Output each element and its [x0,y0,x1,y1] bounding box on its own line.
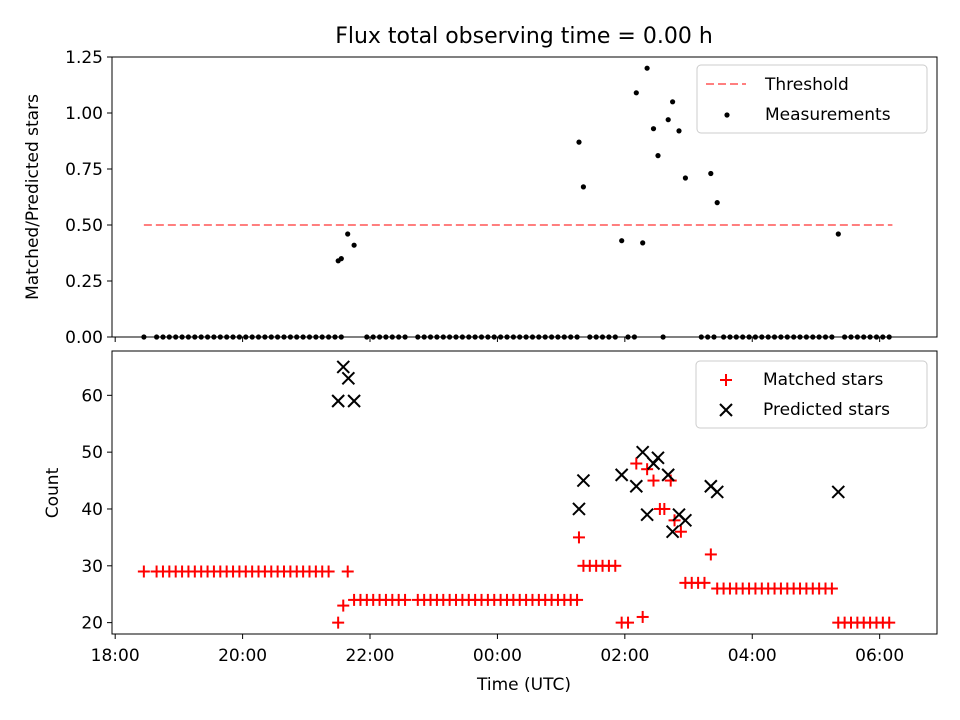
measurement-point [576,139,582,145]
top-axes-frame [111,56,938,338]
bottom-x-tick-label: 18:00 [91,646,140,666]
top-legend: Threshold Measurements [696,64,928,134]
matched-star-marker [609,559,622,572]
predicted-star-marker [640,507,654,522]
bottom-y-ticks: 20 30 40 50 60 [81,386,112,634]
figure-title: Flux total observing time = 0.00 h [335,24,713,49]
measurement-point [619,238,625,244]
matched-star-marker [825,582,838,595]
measurement-point [338,256,344,262]
predicted-star-marker [661,468,675,482]
top-legend-box [696,64,928,134]
legend-threshold-label: Threshold [764,75,849,95]
measurement-point [633,90,639,96]
matched-star-marker [332,616,345,629]
bottom-legend: Matched stars Predicted stars [695,360,928,429]
measurement-point [714,200,720,206]
measurement-point [345,231,351,237]
bottom-x-ticks: 18:00 20:00 22:00 00:00 02:00 04:00 06:00 [91,634,904,666]
predicted-star-marker [710,485,724,499]
top-panel: 0.00 0.25 0.50 0.75 1.00 1.25 Matched/Predict… [23,48,938,348]
legend-predicted-swatch [719,403,733,417]
matched-star-marker [636,610,649,623]
top-y-axis-label: Matched/Predicted stars [23,94,43,300]
predicted-star-marker [341,371,356,385]
measurement-point [650,126,657,132]
measurement-point [580,184,587,190]
predicted-star-marker [651,451,665,465]
measurement-point [655,153,661,159]
matched-star-marker [322,565,335,578]
legend-measurements-label: Measurements [765,105,891,125]
top-y-tick-label: 1.00 [65,104,103,124]
bottom-plot-marks [137,360,896,629]
top-y-ticks: 0.00 0.25 0.50 0.75 1.00 1.25 [65,48,112,348]
measurement-point [682,175,689,181]
bottom-x-axis-label: Time (UTC) [476,675,571,695]
predicted-star-marker [347,394,361,408]
matched-star-marker [658,502,671,515]
bottom-panel: 20 30 40 50 60 18:00 20:00 22:00 00:00 02:00 04:0… [43,350,938,695]
top-y-tick-label: 0.75 [65,160,103,180]
legend-matched-label: Matched stars [763,370,883,390]
measurement-point [640,240,646,246]
measurement-point [676,128,682,134]
top-x-ticks [114,337,881,342]
bottom-y-tick-label: 30 [81,557,103,577]
bottom-y-tick-label: 40 [81,500,103,520]
matched-star-marker [647,474,660,487]
measurement-point [351,242,357,248]
top-y-tick-label: 0.25 [65,272,103,292]
predicted-star-marker [576,473,591,488]
top-y-tick-label: 1.25 [65,48,103,68]
predicted-star-marker [572,502,586,516]
predicted-star-marker [614,468,629,482]
legend-measurements-swatch [724,112,730,118]
measurement-point [708,170,714,177]
predicted-star-marker [331,394,345,408]
top-y-tick-label: 0.00 [65,328,103,348]
predicted-star-marker [665,525,680,539]
matched-star-marker [622,616,635,629]
matched-star-marker [341,565,354,578]
matched-star-marker [630,457,643,470]
predicted-star-marker [635,445,650,459]
matched-star-marker [883,616,896,629]
bottom-y-tick-label: 60 [81,386,103,406]
matched-star-marker [337,599,350,612]
top-plot-marks [141,65,893,340]
bottom-x-tick-label: 20:00 [218,646,267,666]
matched-star-marker [674,525,687,538]
matched-star-marker [641,463,654,476]
measurement-point [835,231,841,237]
bottom-y-tick-label: 20 [81,614,103,634]
measurement-point [670,99,676,105]
matched-star-marker [399,593,412,606]
bottom-y-axis-label: Count [43,467,63,518]
matched-star-marker [704,548,717,561]
bottom-legend-box [695,360,928,429]
matched-star-marker [572,531,585,544]
bottom-x-tick-label: 04:00 [728,646,777,666]
bottom-x-tick-label: 00:00 [473,646,522,666]
top-y-tick-label: 0.50 [65,216,103,236]
matched-star-marker [137,565,150,578]
measurement-point [644,65,650,71]
predicted-star-marker [336,360,350,374]
predicted-star-marker [831,485,845,499]
matched-star-marker [571,593,584,606]
bottom-x-tick-label: 22:00 [346,646,395,666]
legend-matched-swatch [720,374,732,386]
bottom-y-tick-label: 50 [81,443,103,463]
bottom-x-tick-label: 02:00 [600,646,649,666]
matched-star-marker [698,576,711,589]
measurement-point [665,117,671,123]
legend-predicted-label: Predicted stars [763,400,890,420]
predicted-star-marker [629,479,644,493]
predicted-star-marker [678,513,693,528]
bottom-axes-frame [111,350,938,635]
bottom-x-tick-label: 06:00 [855,646,904,666]
